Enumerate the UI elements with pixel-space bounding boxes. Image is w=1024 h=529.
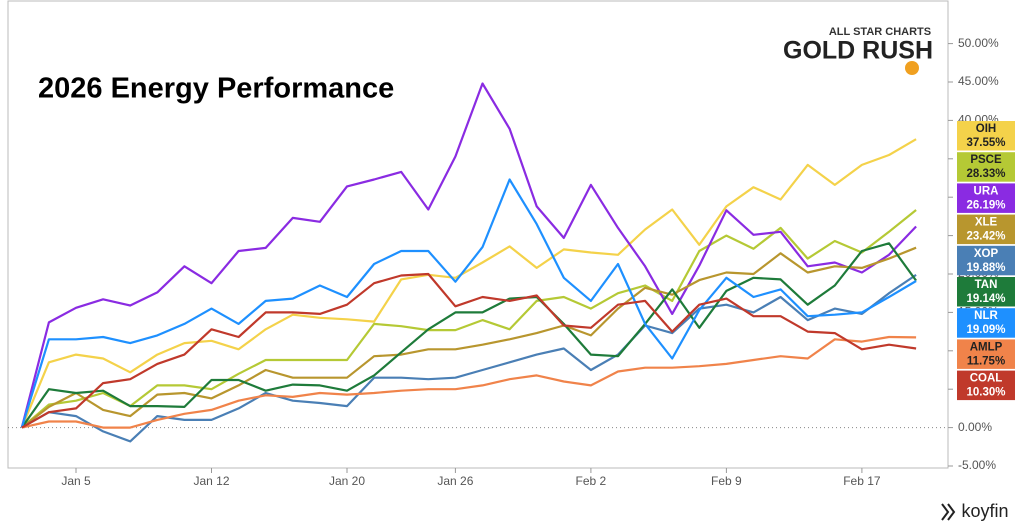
legend-box (957, 183, 1015, 213)
legend-box (957, 339, 1015, 369)
series-line (21, 246, 917, 429)
legend-box (957, 152, 1015, 182)
plot-frame (7, 0, 949, 469)
y-tick-label: 0.00% (958, 420, 992, 434)
legend-box (957, 121, 1015, 151)
y-tick-label: -5.00% (958, 458, 996, 472)
x-tick-label: Jan 5 (61, 474, 91, 488)
x-tick-label: Jan 12 (193, 474, 229, 488)
end-value-label: 19.88% (966, 262, 1005, 274)
series-line (21, 335, 917, 429)
series-line (20, 178, 917, 428)
legend-name: COAL (970, 373, 1003, 385)
x-tick-label: Feb 2 (576, 474, 607, 488)
y-tick-label: 50.00% (958, 36, 999, 50)
legend-name: URA (974, 185, 999, 197)
legend-name: OIH (976, 123, 996, 135)
x-tick-label: Jan 20 (329, 474, 365, 488)
end-value-label: 26.19% (966, 199, 1005, 211)
logo-top: ALL STAR CHARTS (829, 26, 931, 38)
legend-box (957, 245, 1015, 276)
y-tick-label: 45.00% (958, 74, 999, 88)
legend-box (957, 308, 1015, 338)
series-line (20, 82, 917, 428)
legend-name: NLR (974, 310, 998, 322)
series-line (20, 138, 917, 429)
x-tick-label: Feb 9 (711, 474, 742, 488)
legend-name: XLE (975, 217, 998, 229)
end-value-label: 23.42% (966, 231, 1005, 243)
series-line (21, 273, 917, 443)
series-line (21, 272, 917, 429)
x-tick-label: Jan 26 (437, 474, 473, 488)
series-line (21, 209, 917, 429)
legend-box (957, 214, 1015, 245)
end-value-label: 11.75% (967, 355, 1005, 367)
legend-name: XOP (974, 248, 999, 260)
legend-name: AMLP (970, 341, 1003, 353)
legend-box (957, 370, 1015, 401)
legend-name: TAN (975, 279, 998, 291)
end-value-label: 37.55% (966, 137, 1005, 149)
chart-title: 2026 Energy Performance (38, 73, 394, 105)
end-value-label: 28.33% (966, 168, 1005, 180)
legend-name: PSCE (970, 154, 1002, 166)
x-tick-label: Feb 17 (843, 474, 881, 488)
end-value-label: 10.30% (966, 387, 1005, 399)
footer-brand: koyfin (961, 501, 1008, 521)
logo-icon (905, 61, 919, 75)
legend-box (957, 277, 1015, 307)
end-value-label: 19.09% (966, 324, 1005, 336)
series-line (20, 242, 917, 429)
footer-icon (941, 503, 956, 521)
end-value-label: 19.14% (966, 293, 1005, 305)
logo-main: GOLD RUSH (783, 37, 933, 65)
